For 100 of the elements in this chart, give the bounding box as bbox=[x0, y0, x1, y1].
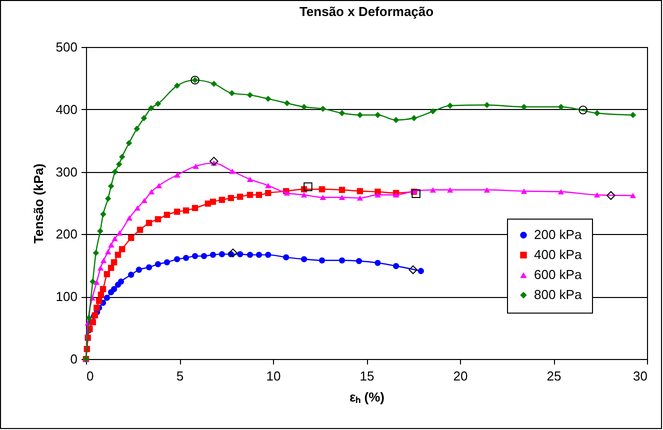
point bbox=[520, 188, 528, 194]
point bbox=[100, 211, 106, 218]
point bbox=[126, 140, 132, 146]
point bbox=[100, 286, 106, 292]
point bbox=[320, 106, 326, 112]
point bbox=[154, 100, 162, 107]
point bbox=[134, 205, 141, 211]
point bbox=[229, 168, 236, 174]
x-tick-label: 0 bbox=[86, 368, 94, 384]
point bbox=[108, 264, 114, 271]
point bbox=[284, 100, 290, 106]
x-axis-title: εₕ (%) bbox=[350, 390, 384, 404]
point bbox=[164, 259, 170, 266]
point bbox=[246, 252, 254, 258]
point bbox=[192, 164, 199, 169]
point bbox=[192, 252, 198, 260]
point bbox=[156, 182, 162, 188]
point bbox=[374, 192, 381, 198]
point bbox=[116, 230, 123, 236]
legend-label: 400 kPa bbox=[534, 247, 582, 262]
point bbox=[318, 186, 326, 192]
point bbox=[320, 194, 326, 200]
point bbox=[104, 196, 112, 202]
y-tick-label: 500 bbox=[56, 40, 78, 54]
x-tick-label: 20 bbox=[453, 368, 468, 384]
point bbox=[110, 259, 118, 266]
point bbox=[148, 189, 155, 194]
x-tick-label: 25 bbox=[546, 368, 562, 384]
point bbox=[300, 256, 308, 262]
x-tick-label: 15 bbox=[360, 368, 374, 384]
point bbox=[265, 252, 272, 258]
point bbox=[283, 254, 290, 260]
point bbox=[430, 187, 436, 193]
legend-label: 200 kPa bbox=[534, 227, 582, 242]
legend-label: 600 kPa bbox=[534, 267, 582, 282]
point bbox=[246, 92, 254, 98]
point bbox=[210, 156, 218, 166]
point bbox=[447, 187, 454, 193]
point bbox=[374, 112, 381, 118]
point bbox=[218, 196, 226, 203]
point bbox=[265, 96, 272, 102]
chart-title: Tensão x Deformação bbox=[299, 4, 434, 19]
point bbox=[558, 189, 564, 194]
point bbox=[256, 192, 262, 198]
point bbox=[630, 192, 636, 198]
point bbox=[154, 216, 162, 222]
point bbox=[265, 190, 272, 196]
point bbox=[237, 251, 244, 258]
point bbox=[558, 104, 564, 110]
point bbox=[110, 286, 118, 292]
point bbox=[104, 249, 112, 254]
point bbox=[338, 194, 346, 200]
point bbox=[256, 252, 262, 258]
point bbox=[140, 115, 148, 122]
point bbox=[218, 251, 226, 258]
point bbox=[174, 82, 180, 89]
point bbox=[228, 90, 235, 96]
point bbox=[630, 112, 636, 118]
point bbox=[126, 215, 132, 221]
point bbox=[594, 110, 600, 116]
point bbox=[338, 110, 346, 116]
point bbox=[174, 172, 180, 178]
x-tick-label: 5 bbox=[176, 368, 184, 384]
y-tick-label: 0 bbox=[70, 352, 78, 366]
point bbox=[94, 304, 100, 311]
y-tick-label: 200 bbox=[56, 226, 78, 242]
point bbox=[484, 102, 490, 108]
point bbox=[100, 258, 107, 264]
point bbox=[119, 154, 126, 160]
point bbox=[114, 252, 122, 258]
y-tick-label: 300 bbox=[56, 164, 78, 180]
point bbox=[304, 182, 312, 192]
point bbox=[182, 207, 190, 214]
point bbox=[265, 182, 272, 188]
point bbox=[108, 242, 114, 248]
legend-label: 800 kPa bbox=[534, 287, 582, 302]
point bbox=[228, 248, 238, 258]
point bbox=[237, 194, 244, 200]
point bbox=[300, 192, 308, 198]
point bbox=[210, 252, 216, 258]
y-axis-title: Tensão (kPa) bbox=[30, 164, 46, 244]
point bbox=[112, 168, 118, 175]
point bbox=[300, 104, 308, 110]
x-tick-label: 30 bbox=[633, 368, 648, 384]
point bbox=[200, 252, 208, 260]
point bbox=[108, 183, 114, 190]
point bbox=[430, 108, 436, 114]
point bbox=[128, 234, 134, 242]
point bbox=[418, 268, 424, 274]
point bbox=[118, 278, 124, 285]
point bbox=[97, 228, 104, 234]
point bbox=[86, 314, 92, 321]
point bbox=[356, 258, 362, 264]
point bbox=[578, 106, 588, 114]
y-tick-label: 400 bbox=[56, 102, 78, 117]
point bbox=[484, 187, 490, 193]
point bbox=[116, 161, 122, 168]
point bbox=[356, 195, 364, 201]
point bbox=[146, 264, 152, 270]
point bbox=[228, 194, 234, 202]
